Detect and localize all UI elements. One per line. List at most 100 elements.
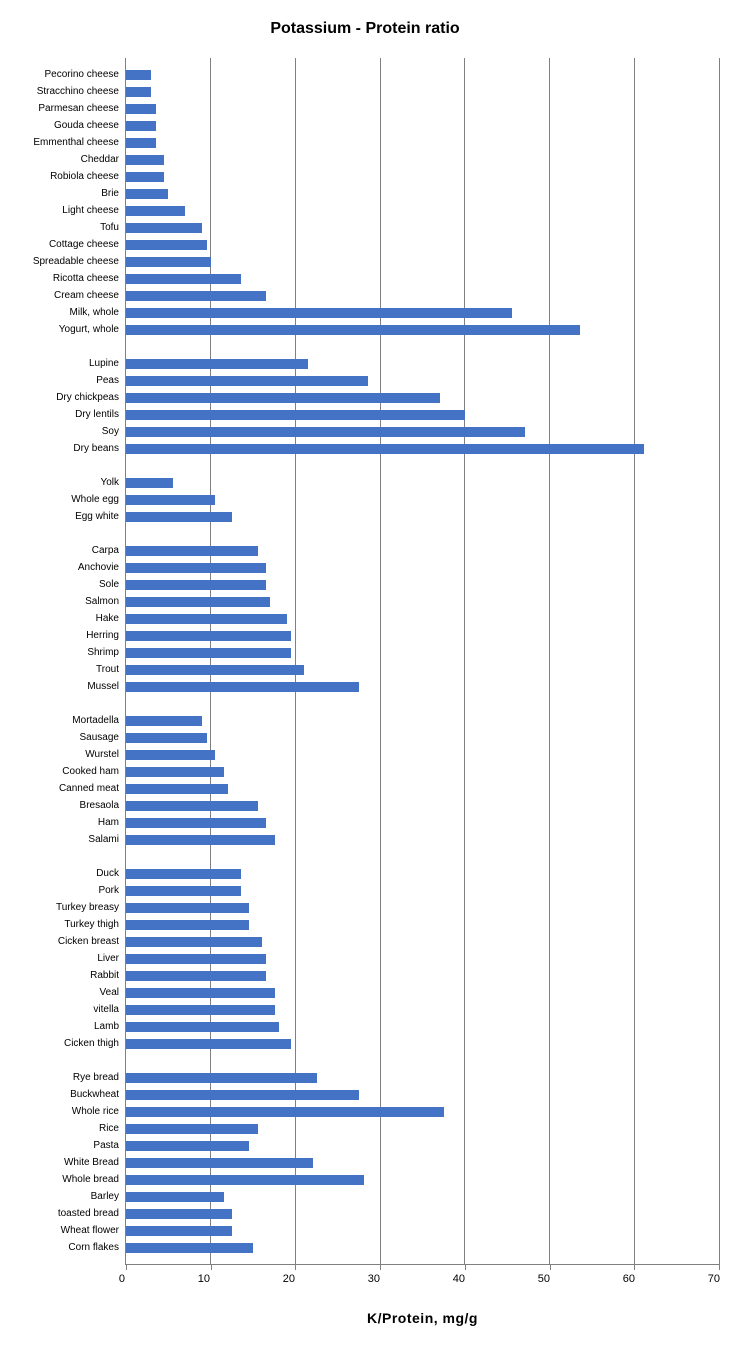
x-tick	[126, 1264, 127, 1270]
bar	[126, 291, 266, 301]
bar-row	[126, 304, 720, 321]
label-row: Tofu	[10, 219, 125, 236]
group-spacer	[126, 695, 720, 712]
category-label: Light cheese	[10, 205, 125, 216]
x-tick	[634, 1264, 635, 1270]
category-label: Rice	[10, 1123, 125, 1134]
group-spacer	[126, 848, 720, 865]
group-spacer	[126, 457, 720, 474]
bar-row	[126, 967, 720, 984]
bar-row	[126, 627, 720, 644]
category-label: Parmesan cheese	[10, 103, 125, 114]
label-row: Lamb	[10, 1018, 125, 1035]
bar	[126, 682, 359, 692]
category-label: Cicken breast	[10, 936, 125, 947]
category-label: toasted bread	[10, 1208, 125, 1219]
label-row: Turkey breasy	[10, 899, 125, 916]
bar	[126, 648, 291, 658]
bar-row	[126, 1154, 720, 1171]
category-label: Rye bread	[10, 1072, 125, 1083]
category-label: vitella	[10, 1004, 125, 1015]
x-tick	[719, 1264, 720, 1270]
label-row: toasted bread	[10, 1205, 125, 1222]
group-spacer	[10, 695, 125, 712]
label-row: Whole bread	[10, 1171, 125, 1188]
bar-row	[126, 559, 720, 576]
label-row: Milk, whole	[10, 304, 125, 321]
label-row: Rice	[10, 1120, 125, 1137]
bar	[126, 937, 262, 947]
label-row: Ham	[10, 814, 125, 831]
y-axis-labels: Pecorino cheeseStracchino cheeseParmesan…	[10, 58, 125, 1265]
bar-row	[126, 287, 720, 304]
label-row: Brie	[10, 185, 125, 202]
bar	[126, 971, 266, 981]
category-label: Peas	[10, 375, 125, 386]
category-label: Mussel	[10, 681, 125, 692]
bar	[126, 223, 202, 233]
label-row: Carpa	[10, 542, 125, 559]
bar	[126, 206, 185, 216]
bar-row	[126, 66, 720, 83]
bar-row	[126, 576, 720, 593]
bar-row	[126, 644, 720, 661]
bar-row	[126, 406, 720, 423]
label-row: Dry beans	[10, 440, 125, 457]
bar	[126, 376, 368, 386]
x-axis-ticks	[126, 1264, 720, 1270]
category-label: Bresaola	[10, 800, 125, 811]
category-label: Duck	[10, 868, 125, 879]
bar	[126, 1073, 317, 1083]
category-label: Cooked ham	[10, 766, 125, 777]
bar-row	[126, 100, 720, 117]
bar	[126, 70, 151, 80]
group-spacer	[126, 1052, 720, 1069]
label-row: Emmenthal cheese	[10, 134, 125, 151]
bar-row	[126, 542, 720, 559]
bar	[126, 1090, 359, 1100]
bar	[126, 189, 168, 199]
bar	[126, 87, 151, 97]
category-label: Ham	[10, 817, 125, 828]
bar-row	[126, 729, 720, 746]
label-row: Ricotta cheese	[10, 270, 125, 287]
category-label: Spreadable cheese	[10, 256, 125, 267]
label-row: Soy	[10, 423, 125, 440]
x-axis-tick-labels: 010203040506070	[125, 1273, 720, 1285]
label-row: Whole rice	[10, 1103, 125, 1120]
label-row: Robiola cheese	[10, 168, 125, 185]
bar	[126, 903, 249, 913]
category-label: Anchovie	[10, 562, 125, 573]
x-tick	[211, 1264, 212, 1270]
bar	[126, 444, 644, 454]
bar	[126, 478, 173, 488]
category-label: Brie	[10, 188, 125, 199]
category-label: Whole egg	[10, 494, 125, 505]
label-row: Hake	[10, 610, 125, 627]
bar-row	[126, 389, 720, 406]
group-spacer	[10, 525, 125, 542]
label-row: Salami	[10, 831, 125, 848]
category-label: Pecorino cheese	[10, 69, 125, 80]
category-label: Sole	[10, 579, 125, 590]
bar	[126, 1175, 364, 1185]
bar-row	[126, 661, 720, 678]
category-label: Yolk	[10, 477, 125, 488]
bar-row	[126, 763, 720, 780]
label-row: Yolk	[10, 474, 125, 491]
x-axis-title: K/Protein, mg/g	[125, 1310, 720, 1326]
bar-row	[126, 882, 720, 899]
category-label: Carpa	[10, 545, 125, 556]
bar-row	[126, 1035, 720, 1052]
label-row: Egg white	[10, 508, 125, 525]
bar-row	[126, 610, 720, 627]
category-label: Salmon	[10, 596, 125, 607]
category-label: Cheddar	[10, 154, 125, 165]
label-row: Liver	[10, 950, 125, 967]
bar-row	[126, 372, 720, 389]
bar-row	[126, 202, 720, 219]
bar	[126, 1226, 232, 1236]
label-row: Mortadella	[10, 712, 125, 729]
bar	[126, 988, 275, 998]
bar-row	[126, 83, 720, 100]
